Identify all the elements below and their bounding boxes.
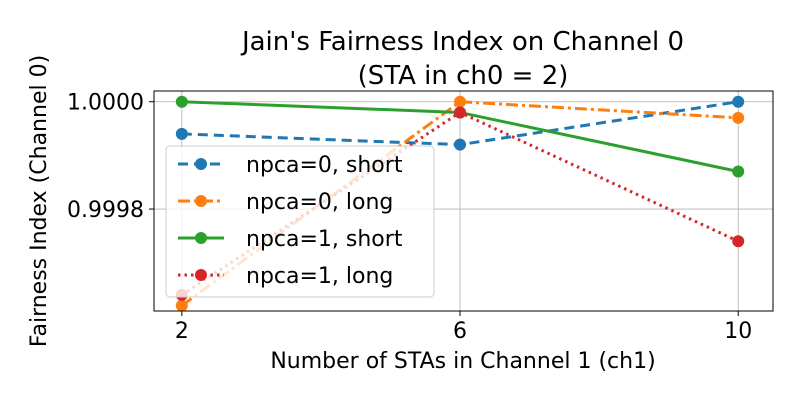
legend-marker-1 [195, 195, 207, 207]
y-tick-label: 0.9998 [67, 198, 144, 223]
data-point-1-0 [175, 299, 188, 312]
data-point-2-0 [175, 95, 188, 108]
data-point-2-2 [732, 165, 745, 178]
chart-title: Jain's Fairness Index on Channel 0 [240, 27, 684, 57]
y-axis: 0.9998 1.0000 [67, 91, 154, 223]
legend-label-2: npca=1, short [246, 227, 403, 252]
x-axis: 2 6 10 [175, 311, 752, 344]
y-axis-label: Fairness Index (Channel 0) [27, 55, 52, 347]
y-tick-label: 1.0000 [67, 91, 144, 116]
chart-subtitle: (STA in ch0 = 2) [358, 61, 569, 91]
x-tick-label: 6 [453, 319, 467, 344]
legend: npca=0, short npca=0, long npca=1, short np… [165, 145, 435, 298]
legend-marker-0 [195, 158, 207, 170]
data-point-0-2 [732, 95, 745, 108]
plot-frame [153, 90, 774, 312]
data-point-1-2 [732, 111, 745, 124]
legend-marker-3 [195, 269, 207, 281]
x-tick-label: 2 [175, 319, 189, 344]
x-axis-label: Number of STAs in Channel 1 (ch1) [270, 349, 655, 374]
legend-marker-2 [195, 232, 207, 244]
data-point-0-1 [454, 138, 467, 151]
legend-label-0: npca=0, short [246, 153, 403, 178]
data-point-1-1 [454, 95, 467, 108]
legend-label-3: npca=1, long [246, 264, 393, 289]
series-line-1 [180, 100, 739, 307]
legend-label-1: npca=0, long [246, 190, 393, 215]
data-point-0-0 [175, 127, 188, 140]
x-tick-label: 10 [724, 319, 752, 344]
data-point-3-2 [732, 235, 745, 248]
legend-box [165, 145, 435, 298]
data-point-3-1 [454, 106, 467, 119]
